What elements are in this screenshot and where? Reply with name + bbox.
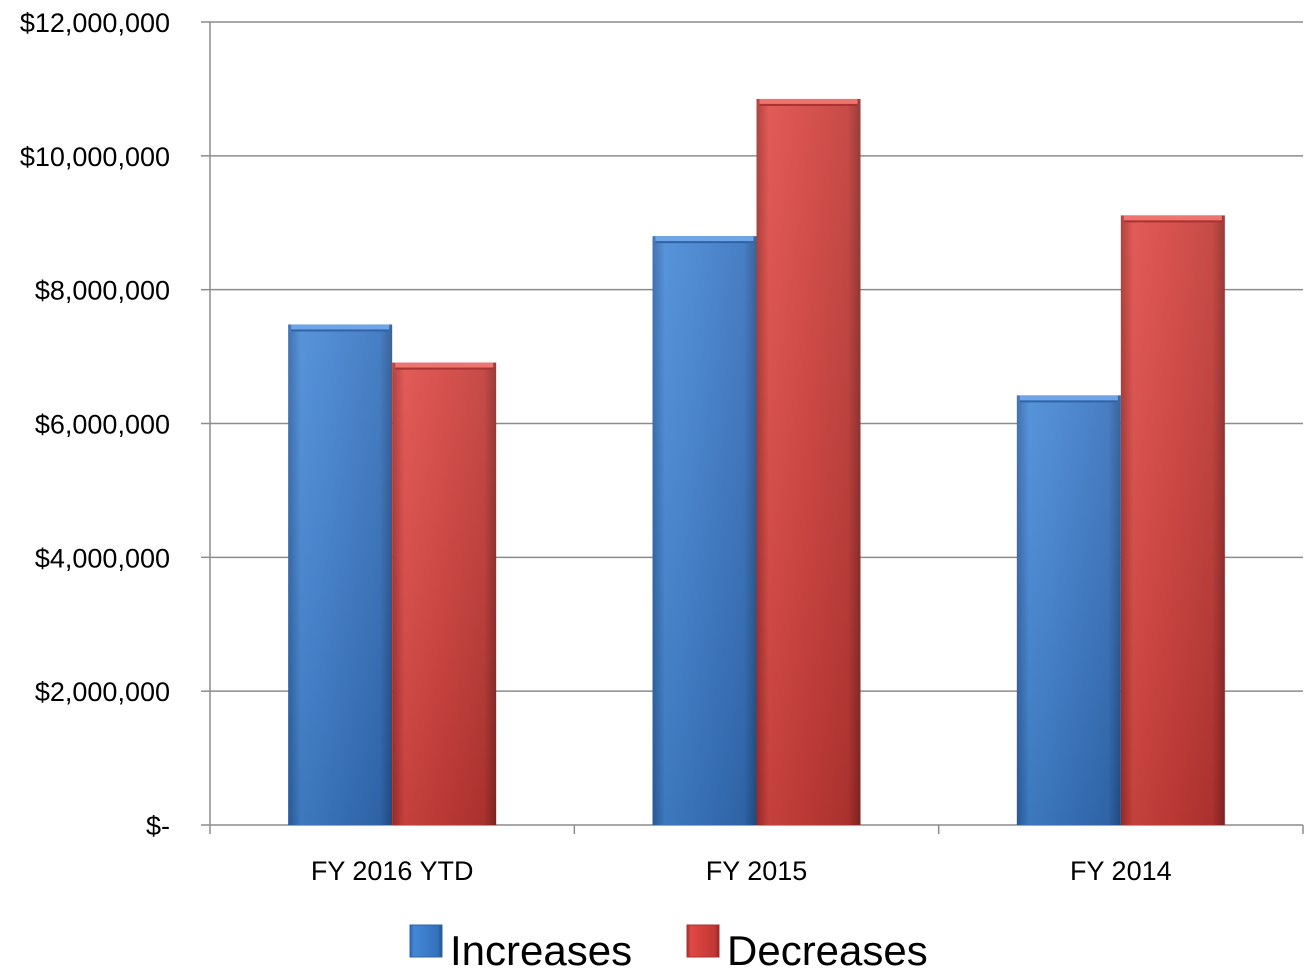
bar-cap-highlight: [655, 236, 754, 242]
legend-label: Decreases: [727, 927, 928, 974]
legend-swatch: [686, 924, 720, 958]
y-tick-label: $4,000,000: [35, 543, 170, 573]
legend-item-decreases: Decreases: [686, 924, 928, 974]
bar-increases-2: [1016, 395, 1121, 825]
bar-cap-edge: [395, 367, 494, 370]
bars: [288, 98, 1225, 826]
bar-shade: [1120, 215, 1225, 825]
bar-cap-highlight: [1123, 215, 1222, 221]
legend: Increases Decreases: [409, 924, 928, 974]
bar-cap-edge: [1123, 220, 1222, 223]
bar-cap-highlight: [1019, 395, 1118, 401]
y-tick-label: $10,000,000: [20, 142, 170, 172]
bar-shade: [288, 324, 393, 825]
bar-shade: [1016, 395, 1121, 825]
y-tick-label: $12,000,000: [20, 8, 170, 38]
x-tick-label: FY 2015: [706, 856, 808, 886]
bar-shade: [652, 236, 757, 826]
bar-increases-1: [652, 236, 757, 826]
bar-cap-highlight: [395, 362, 494, 368]
bar-shade: [756, 98, 861, 826]
y-tick-label: $8,000,000: [35, 276, 170, 306]
bar-cap-edge: [1019, 400, 1118, 403]
y-tick-label: $6,000,000: [35, 410, 170, 440]
bar-cap-edge: [655, 241, 754, 244]
x-axis: FY 2016 YTD FY 2015 FY 2014: [209, 824, 1304, 886]
bar-decreases-0: [392, 362, 497, 825]
legend-item-increases: Increases: [409, 924, 632, 974]
legend-swatch: [409, 924, 443, 958]
bar-cap-highlight: [759, 98, 858, 104]
bar-decreases-1: [756, 98, 861, 826]
bar-cap-edge: [759, 103, 858, 106]
x-tick-label: FY 2014: [1070, 856, 1172, 886]
bar-cap-highlight: [291, 324, 390, 330]
bar-decreases-2: [1120, 215, 1225, 825]
legend-label: Increases: [450, 927, 632, 974]
bar-shade: [392, 362, 497, 825]
x-tick-label: FY 2016 YTD: [311, 856, 474, 886]
bar-cap-edge: [291, 329, 390, 332]
y-tick-label: $-: [146, 811, 170, 841]
bar-increases-0: [288, 324, 393, 825]
y-axis: $- $2,000,000 $4,000,000 $6,000,000 $8,000,0…: [20, 8, 211, 841]
y-tick-label: $2,000,000: [35, 677, 170, 707]
